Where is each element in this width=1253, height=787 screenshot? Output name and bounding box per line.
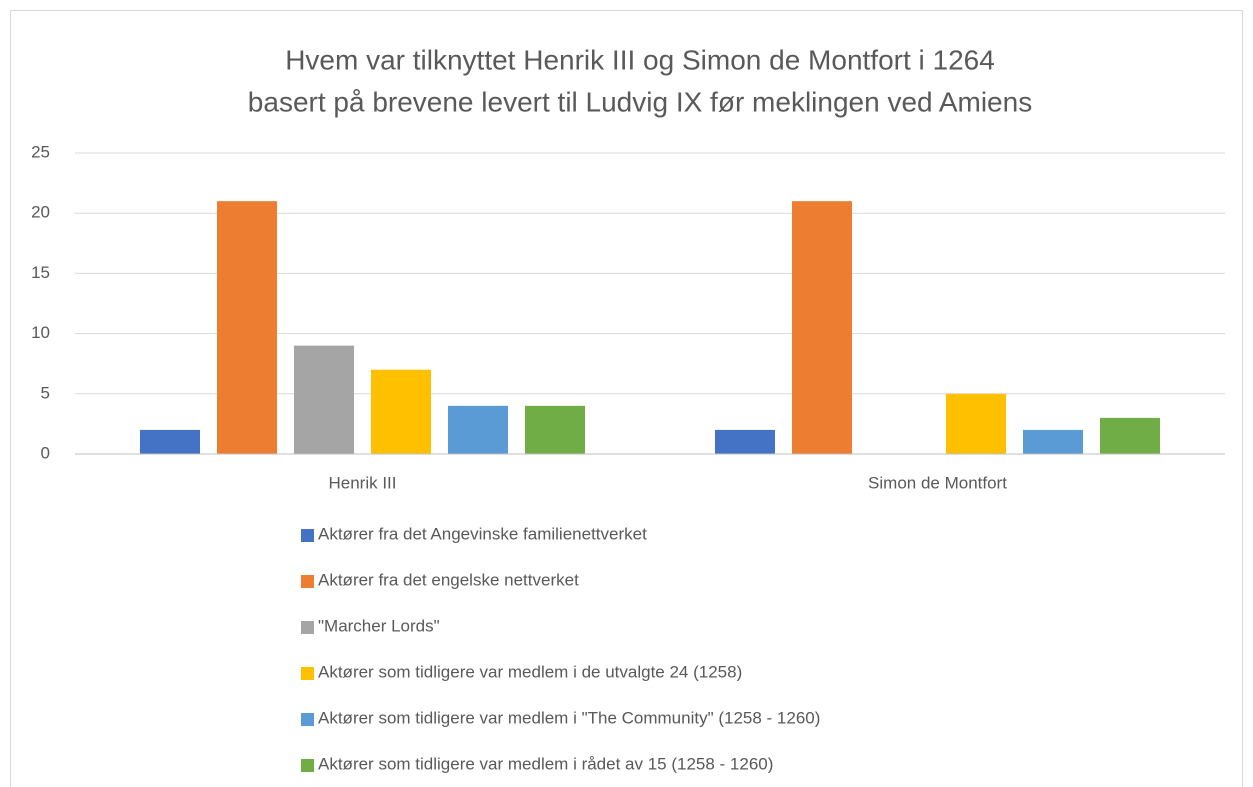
legend-label: Aktører fra det Angevinske familienettve… xyxy=(318,524,647,543)
y-tick-label: 25 xyxy=(31,142,50,161)
bar xyxy=(294,345,354,454)
legend-label: Aktører som tidligere var medlem i "The … xyxy=(318,708,820,727)
legend-swatch xyxy=(301,713,314,726)
bar xyxy=(525,405,585,454)
y-tick-label: 15 xyxy=(31,263,50,282)
legend-swatch xyxy=(301,529,314,542)
legend-swatch xyxy=(301,759,314,772)
bar xyxy=(371,369,431,454)
legend-swatch xyxy=(301,575,314,588)
legend-swatch xyxy=(301,621,314,634)
bar xyxy=(140,429,200,454)
legend-label: Aktører fra det engelske nettverket xyxy=(318,570,579,589)
y-tick-label: 10 xyxy=(31,323,50,342)
bar xyxy=(1023,429,1083,454)
y-tick-label: 20 xyxy=(31,203,50,222)
bar xyxy=(715,429,775,454)
y-tick-label: 0 xyxy=(41,443,50,462)
chart-title: Hvem var tilknyttet Henrik III og Simon … xyxy=(285,44,995,75)
bar xyxy=(792,201,852,454)
y-tick-label: 5 xyxy=(41,383,50,402)
chart-border xyxy=(10,10,1243,787)
bar xyxy=(1100,417,1160,454)
chart-title: basert på brevene levert til Ludvig IX f… xyxy=(248,86,1032,117)
bar xyxy=(448,405,508,454)
legend-label: Aktører som tidligere var medlem i de ut… xyxy=(318,662,742,681)
legend-label: Aktører som tidligere var medlem i rådet… xyxy=(318,754,773,773)
bar xyxy=(217,201,277,454)
legend-swatch xyxy=(301,667,314,680)
x-tick-label: Simon de Montfort xyxy=(868,473,1007,492)
x-tick-label: Henrik III xyxy=(328,473,396,492)
legend-label: "Marcher Lords" xyxy=(318,616,440,635)
bar xyxy=(946,393,1006,454)
